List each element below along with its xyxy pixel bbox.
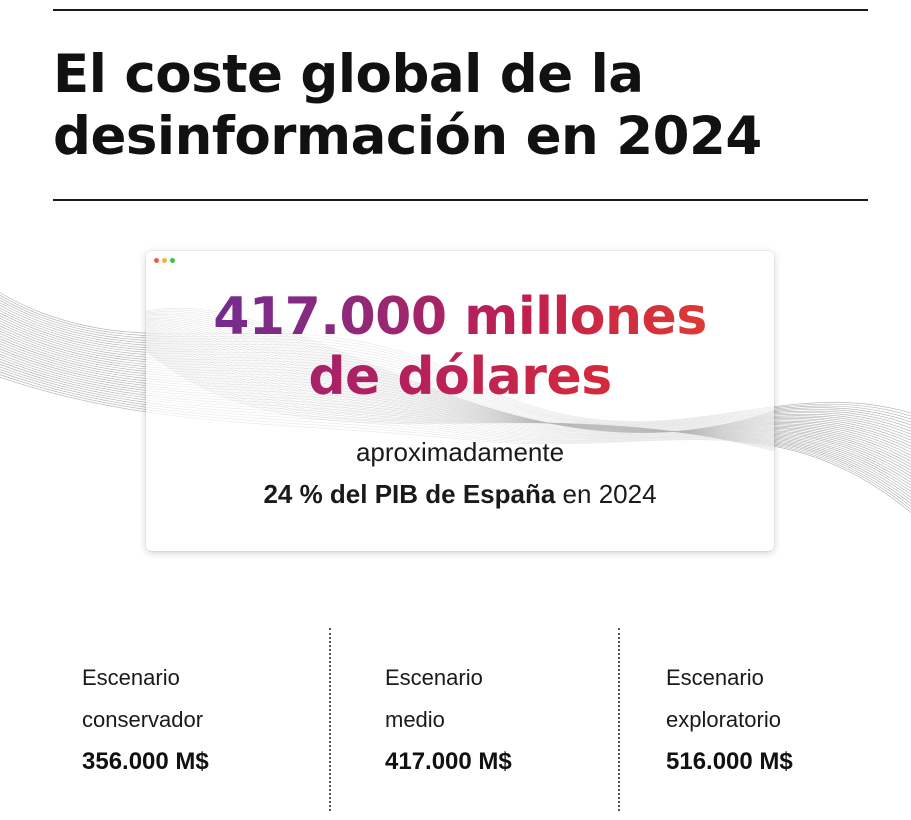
card-wave-line — [146, 319, 774, 433]
card-wave-line — [146, 331, 774, 433]
scenario-label: Escenario — [385, 665, 483, 690]
scenario-exploratory: Escenario exploratorio 516.000 M$ — [666, 657, 793, 783]
card-wave-line — [146, 337, 774, 438]
card-wave-line — [146, 343, 774, 445]
card-wave-line — [146, 344, 774, 446]
page-title: El coste global de la desinformación en … — [53, 44, 873, 168]
card-wave-line — [146, 349, 774, 451]
card-wave-line — [146, 309, 774, 433]
total-cost-line-2: de dólares — [146, 347, 774, 407]
card-wave-line — [146, 330, 774, 433]
top-divider-line — [53, 9, 868, 11]
gdp-comparison-bold: 24 % del PIB de España — [263, 479, 556, 509]
card-wave-line — [146, 328, 774, 432]
card-wave-line — [146, 345, 774, 447]
scenario-label-type: exploratorio — [666, 707, 781, 732]
window-dot-yellow-icon — [162, 258, 167, 263]
card-wave-line — [146, 333, 774, 434]
card-wave-line — [146, 322, 774, 432]
scenario-conservative: Escenario conservador 356.000 M$ — [82, 657, 209, 783]
card-wave-line — [146, 311, 774, 433]
card-wave-line — [146, 339, 774, 440]
window-dots — [154, 258, 175, 263]
card-wave-line — [146, 335, 774, 436]
card-wave-line — [146, 325, 774, 432]
total-cost-figure: 417.000 millones de dólares — [146, 287, 774, 407]
card-wave-line — [146, 334, 774, 435]
card-wave-line — [146, 348, 774, 450]
scenario-divider-2 — [618, 628, 620, 811]
scenario-label: Escenario — [666, 665, 764, 690]
card-wave-line — [146, 350, 774, 452]
scenario-value: 356.000 M$ — [82, 748, 209, 775]
card-wave-line — [146, 317, 774, 433]
total-cost-line-1: 417.000 millones — [146, 287, 774, 347]
highlight-card: 417.000 millones de dólares aproximadame… — [146, 251, 774, 551]
card-wave-line — [146, 340, 774, 441]
card-wave-line — [146, 323, 774, 432]
card-wave-line — [146, 315, 774, 433]
scenario-divider-1 — [329, 628, 331, 811]
card-wave-line — [146, 324, 774, 432]
gdp-comparison-year: en 2024 — [555, 479, 657, 509]
gdp-comparison: 24 % del PIB de España en 2024 — [146, 477, 774, 511]
scenario-label-type: conservador — [82, 707, 204, 732]
scenario-value: 516.000 M$ — [666, 748, 793, 775]
scenario-label-type: medio — [385, 707, 445, 732]
scenario-medium: Escenario medio 417.000 M$ — [385, 657, 512, 783]
card-wave-line — [146, 307, 774, 433]
page-title-line-2: desinformación en 2024 — [53, 106, 762, 167]
page-title-line-1: El coste global de la — [53, 44, 644, 105]
scenario-label: Escenario — [82, 665, 180, 690]
card-wave-pattern — [146, 307, 774, 452]
card-wave-line — [146, 332, 774, 433]
card-wave-line — [146, 314, 774, 433]
card-wave-line — [146, 341, 774, 443]
card-wave-line — [146, 338, 774, 439]
card-wave-line — [146, 312, 774, 433]
approx-label: aproximadamente — [355, 437, 565, 467]
card-wave-line — [146, 316, 774, 433]
scenario-value: 417.000 M$ — [385, 748, 512, 775]
window-dot-green-icon — [170, 258, 175, 263]
window-dot-red-icon — [154, 258, 159, 263]
title-divider-line — [53, 199, 868, 201]
card-wave-line — [146, 347, 774, 449]
card-wave-line — [146, 346, 774, 448]
card-wave-line — [146, 329, 774, 432]
card-wave-line — [146, 342, 774, 444]
card-wave-line — [146, 321, 774, 432]
card-wave-line — [146, 327, 774, 432]
card-wave-line — [146, 318, 774, 433]
card-wave-line — [146, 336, 774, 437]
card-wave-line — [146, 326, 774, 432]
